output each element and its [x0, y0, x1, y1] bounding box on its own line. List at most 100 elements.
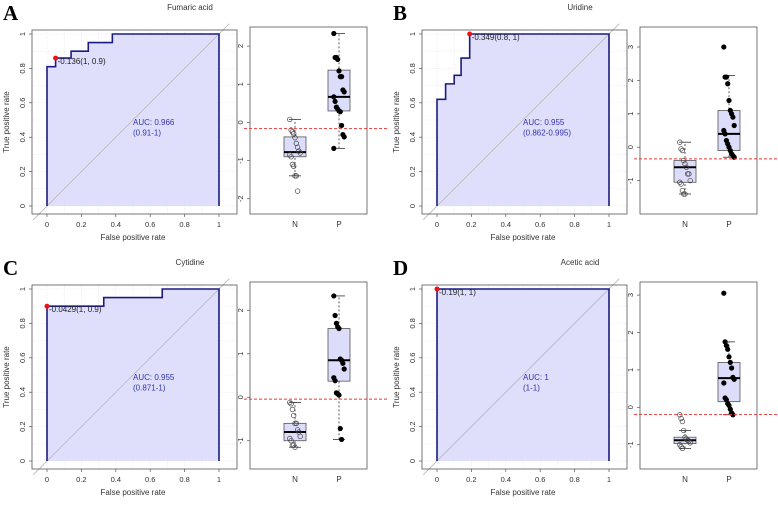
- panel-c: C Cytidine -0.0429(1, 0.9) AUC: 0.955 (0.871…: [0, 255, 389, 510]
- data-point: [292, 444, 298, 450]
- x-axis-label: False positive rate: [101, 488, 166, 497]
- threshold-label: -0.349(0.8, 1): [472, 33, 520, 42]
- data-point: [729, 365, 735, 371]
- data-point: [332, 98, 338, 105]
- data-point: [337, 109, 343, 115]
- y-tick-label: -1: [236, 437, 245, 444]
- data-point: [683, 164, 689, 170]
- data-point: [341, 89, 347, 95]
- category-label: P: [336, 475, 341, 484]
- data-point: [731, 122, 737, 129]
- data-point: [287, 399, 293, 406]
- data-point: [678, 181, 684, 187]
- box-group-n: [283, 399, 307, 450]
- data-point: [332, 312, 338, 319]
- data-point: [336, 325, 342, 332]
- data-point: [721, 290, 727, 296]
- data-point: [681, 157, 687, 164]
- data-point: [686, 171, 692, 177]
- x-tick-label: 0.6: [145, 220, 155, 229]
- y-tick-label: -1: [626, 177, 635, 184]
- panel-title: Acetic acid: [561, 258, 600, 267]
- x-tick-label: 0: [435, 220, 439, 229]
- y-tick-label: 0.8: [18, 318, 27, 328]
- box: [673, 160, 697, 183]
- x-tick-label: 0.6: [535, 475, 545, 484]
- panel-svg: B Uridine -0.349(0.8, 1) AUC: 0.955(0.862-0…: [392, 1, 778, 242]
- data-point: [681, 427, 687, 434]
- x-tick-label: 0: [45, 220, 49, 229]
- roc-curve: [436, 33, 610, 206]
- y-tick-label: -1: [626, 441, 635, 448]
- panel-svg: A Fumaric acid -0.136(1, 0.9) AUC: 0.966(0.…: [2, 1, 389, 242]
- y-tick-label: 1: [18, 287, 27, 291]
- diagonal-line: [32, 278, 230, 476]
- data-point: [341, 134, 347, 140]
- box-plot: -1 0 1 2 3 N P: [626, 281, 778, 484]
- panel-letter: D: [393, 256, 408, 280]
- data-point: [291, 412, 297, 419]
- data-point: [287, 116, 293, 123]
- y-tick-label: 0: [626, 405, 635, 409]
- x-tick-label: 0.2: [76, 220, 86, 229]
- y-tick-label: 0: [18, 459, 27, 463]
- data-point: [677, 179, 683, 185]
- auc-ci-label: (0.862-0.995): [523, 128, 571, 137]
- data-point: [723, 74, 729, 80]
- data-point: [677, 139, 683, 145]
- data-point: [331, 145, 337, 151]
- data-point: [336, 68, 342, 74]
- roc-curve: [436, 288, 610, 461]
- y-tick-label: 0.6: [18, 98, 27, 108]
- data-point: [289, 406, 296, 413]
- data-point: [722, 131, 728, 137]
- threshold-point: [467, 31, 473, 37]
- y-tick-label: 0: [18, 204, 27, 208]
- category-label: P: [726, 475, 731, 484]
- auc-label: AUC: 1: [523, 373, 549, 382]
- data-point: [339, 436, 345, 443]
- x-tick-label: 0.6: [145, 475, 155, 484]
- y-tick-label: 0.6: [408, 353, 417, 363]
- y-axis-label: True positive rate: [2, 91, 11, 153]
- y-tick-label: 0: [408, 459, 417, 463]
- y-tick-label: 0.6: [18, 353, 27, 363]
- y-tick-label: 2: [626, 78, 635, 82]
- x-tick-label: 0.2: [466, 220, 476, 229]
- diagonal-line: [32, 23, 230, 221]
- y-tick-label: 0.2: [408, 166, 417, 176]
- y-tick-label: 0.4: [18, 132, 27, 142]
- data-point: [341, 366, 347, 372]
- x-tick-label: 0.2: [466, 475, 476, 484]
- data-point: [332, 378, 338, 384]
- y-tick-label: 1: [408, 32, 417, 36]
- category-label: N: [682, 220, 688, 229]
- roc-plot: -0.136(1, 0.9) AUC: 0.966(0.91-1) 0 0.2 0.4 0…: [2, 23, 238, 242]
- panel-b: B Uridine -0.349(0.8, 1) AUC: 0.955 (0.862-0…: [390, 0, 778, 255]
- data-point: [331, 94, 337, 100]
- panel-title: Fumaric acid: [167, 3, 213, 12]
- data-point: [726, 97, 732, 104]
- data-point: [294, 144, 301, 150]
- data-point: [679, 147, 686, 154]
- threshold-point: [53, 55, 59, 61]
- diagonal-line: [422, 278, 620, 476]
- data-point: [678, 146, 684, 152]
- y-tick-label: 0: [626, 145, 635, 149]
- box-group-p: [717, 290, 741, 418]
- data-point: [678, 415, 684, 422]
- category-label: P: [336, 220, 341, 229]
- y-tick-label: 1: [408, 287, 417, 291]
- y-tick-label: 0.8: [408, 63, 417, 73]
- y-tick-label: 0.2: [18, 166, 27, 176]
- data-point: [335, 56, 341, 63]
- box-group-n: [283, 116, 307, 194]
- data-point: [331, 293, 337, 299]
- x-tick-label: 0: [45, 475, 49, 484]
- data-point: [291, 163, 297, 169]
- x-axis-label: False positive rate: [491, 233, 556, 242]
- y-tick-label: 0.8: [408, 318, 417, 328]
- panel-svg: D Acetic acid -0.19(1, 1) AUC: 1(1-1) 0 0.2 0.…: [392, 256, 778, 497]
- roc-plot: -0.19(1, 1) AUC: 1(1-1) 0 0.2 0.4 0.6 0.8 1 0 0.2…: [392, 278, 628, 497]
- box-group-p: [717, 44, 741, 160]
